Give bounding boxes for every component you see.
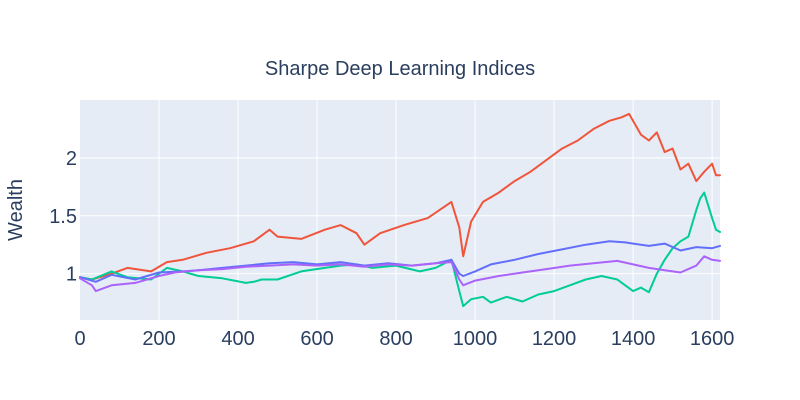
x-tick-label: 200	[142, 328, 175, 350]
series-line-4	[79, 255, 721, 293]
y-axis-label: Wealth	[5, 179, 27, 241]
x-tick-label: 400	[221, 328, 254, 350]
series-layer	[79, 112, 721, 308]
series-line-1	[79, 112, 721, 281]
x-tick-label: 600	[300, 328, 333, 350]
chart-title: Sharpe Deep Learning Indices	[265, 58, 535, 80]
x-tick-label: 800	[379, 328, 412, 350]
x-tick-label: 1400	[611, 328, 656, 350]
y-tick-label: 1.5	[49, 206, 77, 228]
y-tick-label: 2	[66, 148, 77, 170]
series-line-2	[79, 191, 721, 308]
x-tick-labels: 0 200 400 600 800 1000 1200 1400 1600	[74, 328, 734, 350]
x-tick-label: 1600	[690, 328, 735, 350]
x-tick-label: 1000	[453, 328, 498, 350]
x-tick-label: 0	[74, 328, 85, 350]
plot-background	[80, 100, 720, 320]
y-tick-label: 1	[66, 264, 77, 286]
x-grid	[158, 100, 713, 320]
y-grid	[80, 157, 720, 275]
x-tick-label: 1200	[532, 328, 577, 350]
y-tick-labels: 11.52	[49, 148, 77, 286]
